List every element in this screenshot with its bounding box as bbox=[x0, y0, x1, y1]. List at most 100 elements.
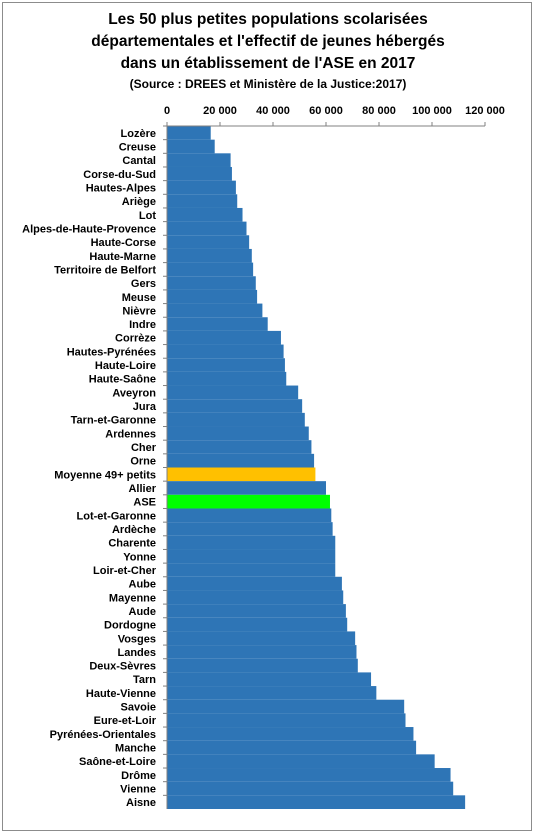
bar bbox=[167, 221, 247, 236]
chart-subtitle: (Source : DREES et Ministère de la Justi… bbox=[129, 77, 407, 91]
chart-title-line-3: dans un établissement de l'ASE en 2017 bbox=[120, 55, 416, 72]
bar bbox=[167, 754, 435, 769]
category-label: Ardennes bbox=[105, 428, 156, 440]
bar bbox=[167, 276, 256, 290]
category-label: Meuse bbox=[122, 292, 156, 304]
bar bbox=[167, 481, 326, 495]
category-label: ASE bbox=[133, 497, 156, 509]
bar bbox=[167, 207, 243, 222]
bar bbox=[167, 399, 303, 413]
bar bbox=[167, 494, 330, 509]
category-label: Haute-Corse bbox=[91, 237, 156, 249]
category-label: Hautes-Alpes bbox=[86, 182, 156, 194]
category-label: Corse-du-Sud bbox=[83, 169, 156, 181]
category-label: Orne bbox=[130, 456, 156, 468]
bar bbox=[167, 563, 336, 577]
category-label: Drôme bbox=[121, 770, 156, 782]
x-tick-label: 20 000 bbox=[203, 105, 237, 117]
x-tick-label: 120 000 bbox=[465, 105, 505, 117]
category-label: Lot bbox=[139, 210, 156, 222]
category-label: Corrèze bbox=[115, 333, 156, 345]
category-label: Haute-Loire bbox=[95, 360, 156, 372]
category-label: Ardèche bbox=[112, 524, 156, 536]
bar bbox=[167, 289, 258, 304]
bar bbox=[167, 604, 346, 618]
bar bbox=[167, 658, 358, 673]
bar bbox=[167, 426, 309, 441]
bar bbox=[167, 576, 342, 591]
bar bbox=[167, 453, 315, 468]
category-label: Tarn bbox=[133, 674, 156, 686]
bar bbox=[167, 631, 356, 646]
bar bbox=[167, 713, 406, 728]
category-label: Nièvre bbox=[122, 305, 156, 317]
category-label: Cher bbox=[131, 442, 157, 454]
category-label: Haute-Marne bbox=[89, 251, 156, 263]
bar bbox=[167, 617, 348, 632]
bar bbox=[167, 139, 215, 154]
category-label: Ariège bbox=[122, 196, 156, 208]
bar bbox=[167, 590, 344, 605]
bar bbox=[167, 385, 299, 400]
bar bbox=[167, 727, 414, 741]
bar bbox=[167, 549, 336, 564]
category-label: Creuse bbox=[119, 141, 156, 153]
x-tick-label: 0 bbox=[164, 105, 170, 117]
bar bbox=[167, 248, 252, 263]
category-label: Landes bbox=[117, 647, 156, 659]
category-label: Alpes-de-Haute-Provence bbox=[22, 223, 156, 235]
bar bbox=[167, 344, 284, 359]
category-label: Deux-Sèvres bbox=[89, 661, 156, 673]
category-label: Pyrénées-Orientales bbox=[50, 729, 156, 741]
x-tick-label: 60 000 bbox=[309, 105, 343, 117]
bar bbox=[167, 126, 211, 140]
category-label: Lozère bbox=[121, 128, 156, 140]
category-label: Saône-et-Loire bbox=[79, 756, 156, 768]
bar bbox=[167, 358, 285, 372]
bar bbox=[167, 522, 333, 536]
category-label: Tarn-et-Garonne bbox=[71, 415, 156, 427]
category-label: Vienne bbox=[120, 784, 156, 796]
bar bbox=[167, 317, 268, 331]
bar bbox=[167, 535, 336, 550]
bar bbox=[167, 440, 312, 454]
category-label: Aube bbox=[129, 579, 157, 591]
bar bbox=[167, 412, 305, 427]
bar bbox=[167, 180, 236, 195]
category-label: Indre bbox=[129, 319, 156, 331]
category-label: Aude bbox=[129, 606, 157, 618]
chart-title-line-1: Les 50 plus petites populations scolaris… bbox=[108, 11, 428, 28]
bar bbox=[167, 371, 287, 386]
category-label: Charente bbox=[108, 538, 156, 550]
category-label: Mayenne bbox=[109, 592, 156, 604]
bar bbox=[167, 781, 454, 796]
bar bbox=[167, 330, 281, 345]
category-label: Loir-et-Cher bbox=[93, 565, 157, 577]
bar bbox=[167, 303, 263, 318]
category-label: Manche bbox=[115, 743, 156, 755]
category-label: Gers bbox=[131, 278, 156, 290]
x-tick-label: 80 000 bbox=[362, 105, 396, 117]
category-label: Eure-et-Loir bbox=[94, 715, 157, 727]
x-tick-label: 100 000 bbox=[412, 105, 452, 117]
category-label: Aisne bbox=[126, 797, 156, 809]
bar bbox=[167, 686, 377, 700]
category-label: Savoie bbox=[121, 702, 156, 714]
category-label: Territoire de Belfort bbox=[54, 264, 156, 276]
category-label: Vosges bbox=[118, 633, 156, 645]
bar bbox=[167, 645, 357, 659]
bar bbox=[167, 153, 231, 167]
bar bbox=[167, 467, 316, 482]
category-label: Yonne bbox=[123, 551, 156, 563]
category-label: Aveyron bbox=[112, 387, 156, 399]
bar bbox=[167, 699, 405, 714]
category-label: Haute-Vienne bbox=[86, 688, 156, 700]
category-label: Haute-Saône bbox=[89, 374, 156, 386]
bar bbox=[167, 672, 372, 687]
bar bbox=[167, 194, 238, 208]
x-tick-label: 40 000 bbox=[256, 105, 290, 117]
category-label: Allier bbox=[128, 483, 156, 495]
bar bbox=[167, 795, 466, 809]
category-label: Cantal bbox=[122, 155, 156, 167]
